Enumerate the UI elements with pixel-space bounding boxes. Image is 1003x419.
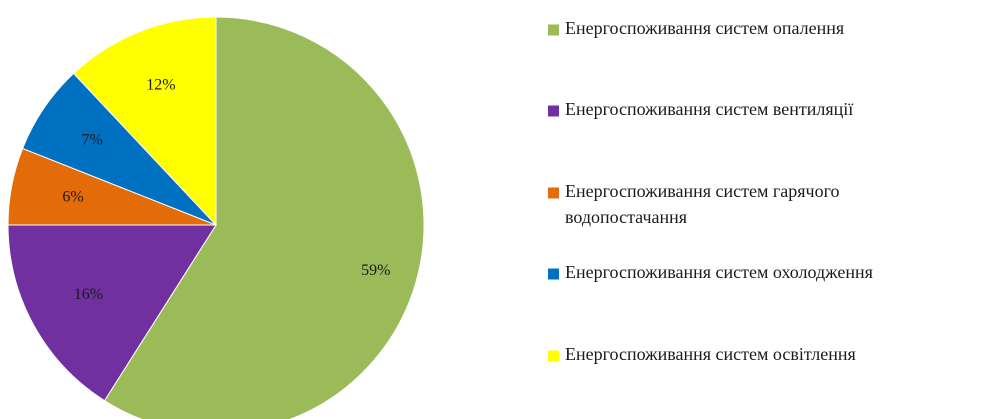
legend: Енергоспоживання систем опалення Енергосп… — [548, 18, 873, 364]
legend-item-2: Енергоспоживання систем вентиляції — [548, 99, 853, 119]
pie-data-labels: 59% 16% 6% 7% 12% — [62, 76, 390, 302]
pie-slice-5 — [72, 16, 217, 227]
legend-label-1: Енергоспоживання систем опалення — [565, 18, 844, 38]
pie-data-label-3: 6% — [62, 188, 83, 205]
legend-item-3: Енергоспоживання систем гарячого водопост… — [548, 181, 840, 227]
pie-slice-1 — [103, 16, 425, 419]
pie-data-label-1: 59% — [361, 262, 390, 279]
legend-label-3: Енергоспоживання систем гарячого — [565, 181, 840, 201]
legend-item-5: Енергоспоживання систем освітлення — [548, 344, 856, 364]
pie-data-label-5: 12% — [146, 76, 175, 93]
legend-label-5: Енергоспоживання систем освітлення — [565, 344, 856, 364]
pie-slices — [7, 16, 425, 419]
pie-data-label-4: 7% — [81, 131, 102, 148]
pie-data-label-2: 16% — [74, 286, 103, 303]
legend-swatch-2 — [548, 105, 559, 117]
legend-label-4: Енергоспоживання систем охолодження — [565, 262, 873, 282]
legend-label-3-line-2: водопостачання — [565, 207, 687, 227]
legend-swatch-4 — [548, 268, 559, 280]
pie-slice-2 — [7, 224, 217, 402]
legend-swatch-1 — [548, 24, 559, 36]
legend-label-2: Енергоспоживання систем вентиляції — [565, 99, 853, 119]
legend-item-1: Енергоспоживання систем опалення — [548, 18, 844, 38]
legend-swatch-3 — [548, 187, 559, 199]
legend-swatch-5 — [548, 350, 559, 362]
legend-item-4: Енергоспоживання систем охолодження — [548, 262, 873, 282]
